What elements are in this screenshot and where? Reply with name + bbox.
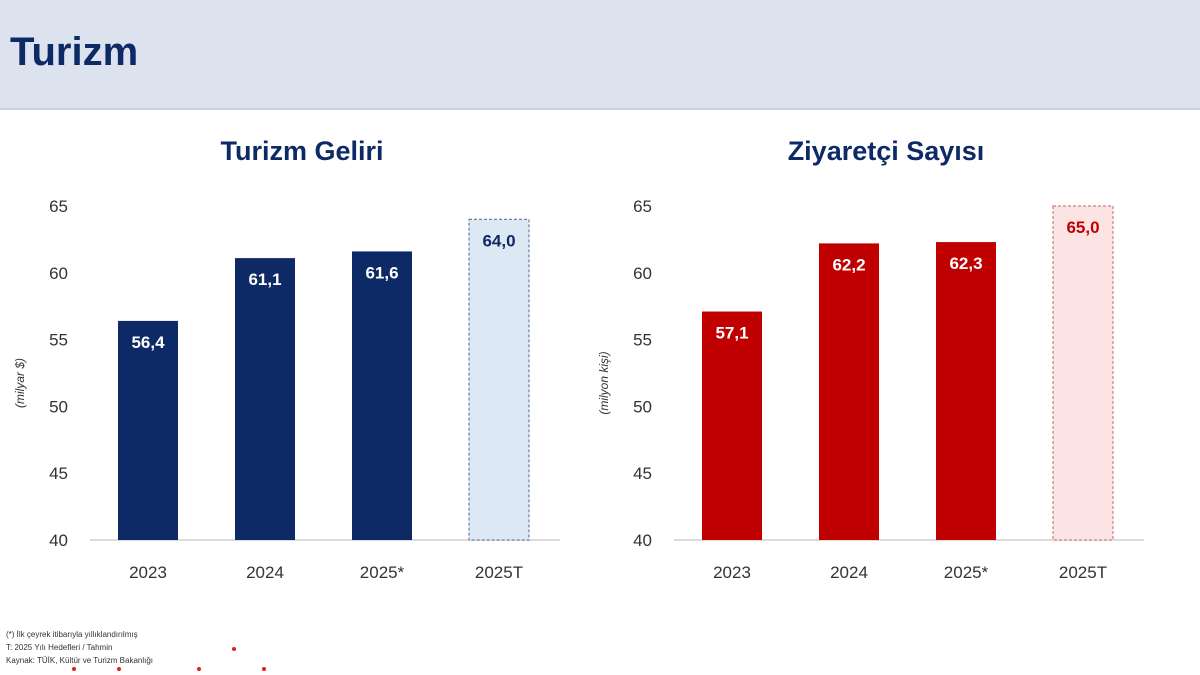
y-tick-label: 50 bbox=[633, 397, 652, 416]
page-title: Turizm bbox=[10, 30, 139, 74]
y-axis-label: (milyar $) bbox=[13, 358, 27, 408]
decorative-dot bbox=[72, 667, 76, 671]
x-tick-label: 2025* bbox=[944, 563, 989, 582]
decorative-dot bbox=[117, 667, 121, 671]
y-tick-label: 45 bbox=[49, 464, 68, 483]
footnote-line: T: 2025 Yılı Hedefleri / Tahmin bbox=[6, 643, 113, 652]
bar bbox=[702, 311, 762, 540]
bar-value-label: 61,6 bbox=[365, 263, 398, 282]
x-tick-label: 2025T bbox=[475, 563, 523, 582]
footnote-line: (*) İlk çeyrek itibarıyla yıllıklandırıl… bbox=[6, 630, 138, 639]
y-tick-label: 45 bbox=[633, 464, 652, 483]
y-axis-label: (milyon kişi) bbox=[597, 351, 611, 414]
x-tick-label: 2023 bbox=[129, 563, 167, 582]
bar-value-label: 62,3 bbox=[949, 254, 982, 273]
bar-value-label: 65,0 bbox=[1066, 218, 1099, 237]
y-tick-label: 40 bbox=[49, 531, 68, 550]
y-tick-label: 60 bbox=[633, 264, 652, 283]
bar bbox=[235, 258, 295, 540]
x-tick-label: 2025T bbox=[1059, 563, 1107, 582]
bar-value-label: 64,0 bbox=[482, 231, 515, 250]
x-tick-label: 2024 bbox=[830, 563, 868, 582]
target-bar bbox=[468, 218, 530, 541]
y-tick-label: 60 bbox=[49, 264, 68, 283]
y-tick-label: 50 bbox=[49, 397, 68, 416]
chart-title: Turizm Geliri bbox=[220, 136, 384, 166]
page-header: Turizm bbox=[0, 0, 1200, 110]
y-tick-label: 40 bbox=[633, 531, 652, 550]
x-tick-label: 2025* bbox=[360, 563, 405, 582]
bar-value-label: 61,1 bbox=[248, 270, 281, 289]
ziyaretci-sayisi-plot: 40 45 50 55 60 65 (milyon kişi) 57,1 2023 62,2 202… bbox=[597, 197, 1144, 582]
bar bbox=[936, 242, 996, 540]
bar-value-label: 56,4 bbox=[131, 333, 165, 352]
bar-value-label: 57,1 bbox=[715, 324, 748, 343]
bar bbox=[352, 251, 412, 540]
bar-value-label: 62,2 bbox=[832, 255, 865, 274]
bar bbox=[118, 320, 178, 540]
bar bbox=[819, 243, 879, 540]
decorative-dot bbox=[232, 647, 236, 651]
footnotes: (*) İlk çeyrek itibarıyla yıllıklandırıl… bbox=[6, 628, 153, 667]
ziyaretci-sayisi-chart: Ziyaretçi Sayısı 40 45 50 55 60 65 (milyon kiş… bbox=[584, 130, 1184, 590]
turizm-geliri-plot: 40 45 50 55 60 65 (milyar $) 56,4 2023 61,1 2024 61… bbox=[13, 197, 560, 582]
y-tick-label: 55 bbox=[49, 331, 68, 350]
decorative-dot bbox=[262, 667, 266, 671]
x-tick-label: 2023 bbox=[713, 563, 751, 582]
target-bar bbox=[1052, 205, 1114, 541]
footnote-line: Kaynak: TÜİK, Kültür ve Turizm Bakanlığı bbox=[6, 656, 154, 665]
chart-title: Ziyaretçi Sayısı bbox=[787, 136, 985, 166]
y-tick-label: 65 bbox=[633, 197, 652, 216]
turizm-geliri-chart: Turizm Geliri 40 45 50 55 60 65 (milyar $) 56,4… bbox=[0, 130, 600, 590]
decorative-dot bbox=[197, 667, 201, 671]
y-tick-label: 65 bbox=[49, 197, 68, 216]
x-tick-label: 2024 bbox=[246, 563, 284, 582]
y-tick-label: 55 bbox=[633, 331, 652, 350]
